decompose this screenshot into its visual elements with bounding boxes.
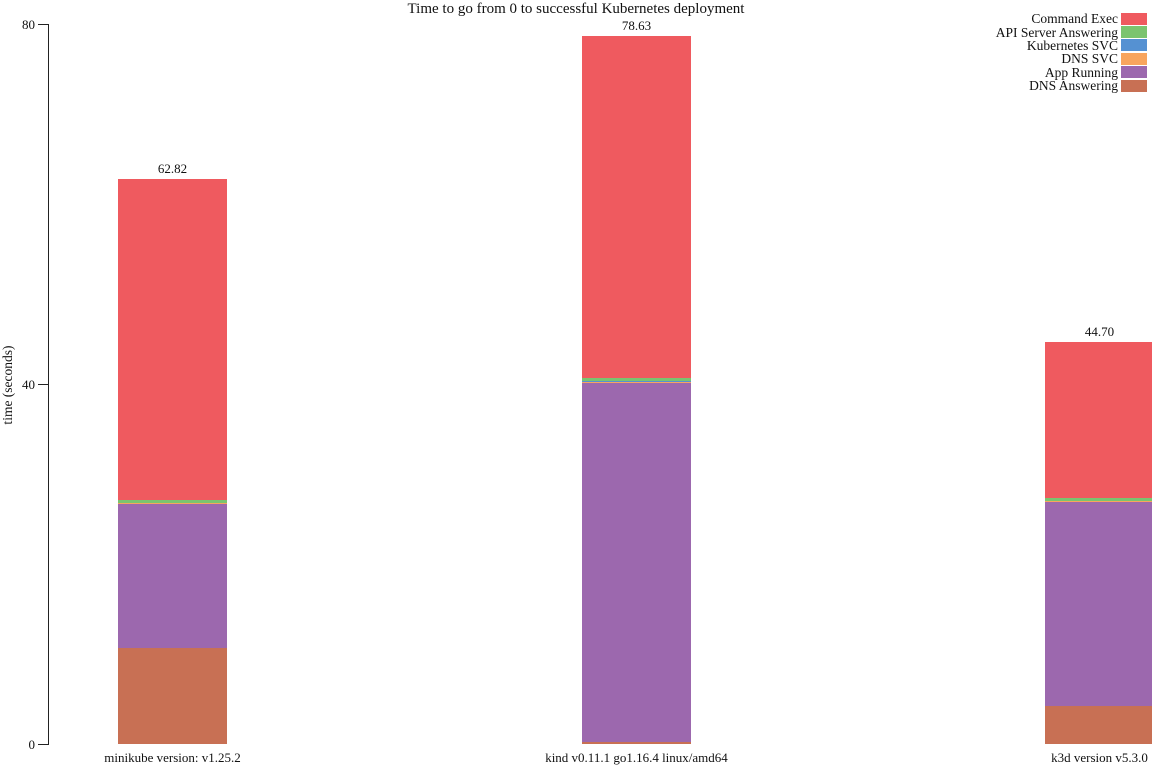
y-axis-line bbox=[48, 24, 49, 745]
y-tick bbox=[38, 24, 48, 25]
legend-swatch bbox=[1121, 12, 1147, 25]
bar-segment bbox=[118, 178, 227, 500]
bar-segment bbox=[1045, 500, 1152, 502]
bar-segment bbox=[582, 36, 691, 379]
legend-item: Kubernetes SVC bbox=[996, 39, 1147, 52]
bar-total-label: 44.70 bbox=[1084, 323, 1115, 339]
bar-segment bbox=[118, 503, 227, 648]
chart-title: Time to go from 0 to successful Kubernet… bbox=[407, 1, 745, 17]
bar-segment bbox=[118, 502, 227, 504]
y-tick bbox=[38, 744, 48, 745]
bar bbox=[118, 178, 227, 744]
legend-label: DNS SVC bbox=[1061, 51, 1118, 67]
legend-swatch bbox=[1121, 79, 1147, 92]
legend-label: DNS Answering bbox=[1029, 78, 1118, 94]
bar-segment bbox=[582, 741, 691, 744]
y-tick bbox=[38, 384, 48, 385]
bar-segment bbox=[582, 382, 691, 742]
x-category-label: minikube version: v1.25.2 bbox=[104, 750, 241, 765]
bar-total-label: 78.63 bbox=[621, 18, 652, 34]
legend-item: DNS Answering bbox=[996, 79, 1147, 92]
bar-segment bbox=[1045, 501, 1152, 707]
bar-segment bbox=[118, 647, 227, 744]
y-tick-label: 40 bbox=[22, 377, 35, 392]
legend-item: DNS SVC bbox=[996, 51, 1147, 67]
bar-segment bbox=[1045, 341, 1152, 498]
bar bbox=[582, 36, 691, 744]
legend-label: App Running bbox=[1044, 64, 1118, 80]
bar bbox=[1045, 341, 1152, 744]
y-tick-label: 80 bbox=[22, 17, 35, 32]
legend-swatch bbox=[1121, 39, 1147, 52]
y-tick-label: 0 bbox=[28, 737, 36, 752]
legend-label: API Server Answering bbox=[995, 24, 1118, 40]
legend-label: Kubernetes SVC bbox=[1026, 37, 1118, 53]
bar-segment bbox=[118, 499, 227, 503]
x-category-label: k3d version v5.3.0 bbox=[1051, 750, 1148, 765]
legend-swatch bbox=[1121, 52, 1147, 65]
bar-segment bbox=[1045, 706, 1152, 744]
legend-swatch bbox=[1121, 66, 1147, 79]
legend-label: Command Exec bbox=[1031, 11, 1118, 27]
legend-item: API Server Answering bbox=[995, 24, 1147, 40]
legend-item: App Running bbox=[996, 66, 1147, 79]
legend: Command Exec API Server Answering Kubernet… bbox=[996, 12, 1147, 92]
bar-segment bbox=[582, 378, 691, 382]
legend-item: Command Exec bbox=[996, 12, 1147, 25]
bar-segment bbox=[1045, 497, 1152, 501]
x-category-label: kind v0.11.1 go1.16.4 linux/amd64 bbox=[545, 750, 728, 765]
bar-segment bbox=[582, 381, 691, 383]
legend-swatch bbox=[1121, 26, 1147, 39]
bar-total-label: 62.82 bbox=[157, 160, 188, 176]
